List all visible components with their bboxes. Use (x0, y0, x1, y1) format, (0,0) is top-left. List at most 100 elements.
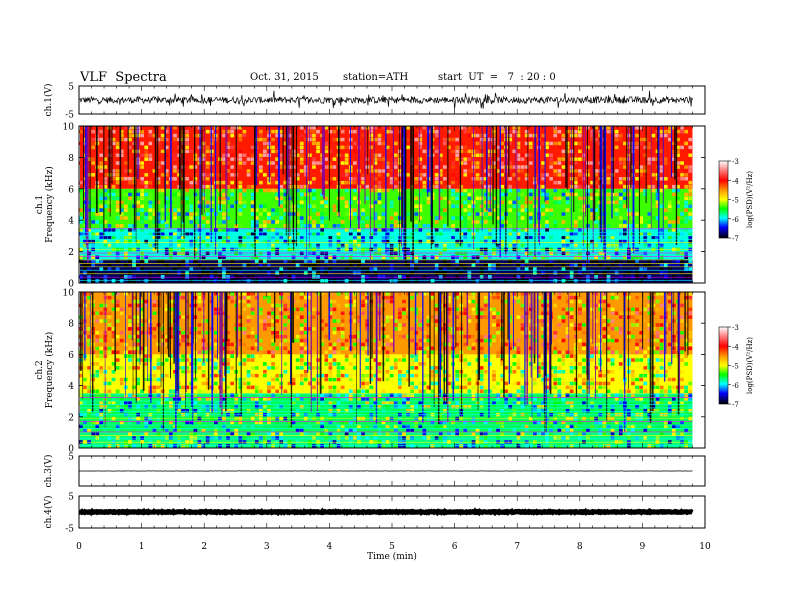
spectro-cell (177, 235, 181, 240)
spectro-cell (618, 224, 623, 228)
spectro-cell (263, 145, 267, 150)
spectro-cell (406, 377, 410, 382)
spectro-cell (688, 243, 693, 248)
spectro-cell (136, 259, 140, 263)
spectro-cell (549, 196, 553, 201)
spectro-cell (361, 267, 365, 271)
spectro-cell (377, 428, 382, 432)
spectro-cell (434, 184, 439, 189)
spectro-cell (246, 370, 251, 374)
spectro-cell (651, 173, 656, 177)
spectro-cell (369, 255, 374, 259)
spectro-cell (418, 161, 423, 165)
spectro-cell (214, 424, 218, 429)
spectro-cell (299, 220, 304, 224)
spectro-cell (83, 243, 87, 248)
spectro-cell (389, 428, 394, 432)
spectro-cell (377, 362, 382, 366)
spectro-cell (344, 292, 349, 296)
spectro-cell (614, 145, 619, 150)
spectro-cell (201, 370, 206, 374)
spectro-cell (320, 424, 324, 429)
spectro-cell (623, 232, 627, 236)
spectro-cell (189, 220, 194, 224)
spectro-cell (586, 204, 590, 208)
spectro-cell (573, 180, 578, 185)
spectro-cell (422, 381, 427, 386)
spectro-cell (381, 126, 386, 130)
spectro-cell (316, 366, 320, 370)
spectro-cell (582, 208, 586, 212)
spectro-cell (369, 295, 374, 300)
spectro-cell (267, 303, 271, 308)
spectro-cell (308, 133, 312, 138)
spectro-cell (410, 362, 414, 366)
spectro-cell (586, 259, 590, 263)
spectro-cell (647, 255, 652, 259)
spectro-cell (676, 145, 680, 150)
spectro-cell (488, 255, 492, 259)
spectro-cell (83, 255, 87, 259)
spectro-cell (684, 137, 688, 142)
spectro-cell (483, 133, 488, 138)
spectro-cell (193, 377, 198, 382)
spectro-cell (250, 315, 255, 319)
spectro-cell (353, 196, 357, 201)
spectro-cell (263, 436, 267, 440)
spectro-cell (99, 424, 104, 429)
spectro-cell (226, 342, 230, 347)
spectro-cell (328, 299, 333, 304)
spectro-cell (185, 200, 189, 205)
spectro-cell (254, 373, 259, 378)
spectro-cell (242, 153, 247, 157)
spectro-cell (504, 401, 508, 405)
spectro-cell (667, 204, 672, 208)
spectro-cell (226, 208, 230, 212)
spectro-cell (160, 188, 165, 193)
spectro-cell (410, 259, 414, 263)
spectro-cell (361, 338, 365, 343)
spectro-cell (492, 196, 496, 201)
spectro-cell (148, 232, 153, 236)
spectro-cell (357, 315, 361, 319)
spectro-cell (586, 224, 590, 228)
spectro-cell (95, 436, 100, 440)
spectro-cell (148, 129, 153, 134)
spectro-cell (373, 161, 378, 165)
spectro-cell (226, 295, 230, 300)
spectro-cell (185, 188, 189, 193)
spectro-cell (578, 141, 582, 146)
spectro-cell (111, 149, 116, 154)
spectro-cell (193, 157, 198, 161)
spectro-cell (275, 220, 279, 224)
spectro-cell (659, 271, 664, 275)
spectro-cell (438, 420, 443, 425)
spectro-cell (471, 342, 476, 347)
spectro-cell (418, 129, 423, 134)
spectro-cell (618, 133, 623, 138)
spectro-cell (144, 405, 149, 409)
spectro-cell (422, 436, 427, 440)
spectro-cell (152, 184, 157, 189)
spectro-cell (385, 358, 390, 362)
spectro-cell (430, 346, 435, 351)
spectro-cell (295, 358, 300, 362)
spectro-cell (422, 292, 427, 296)
spectro-cell (332, 315, 337, 319)
spectro-cell (688, 192, 693, 197)
spectro-cell (312, 350, 316, 354)
spectro-cell (144, 153, 149, 157)
spectro-cell (115, 303, 120, 308)
spectro-cell (402, 377, 406, 382)
spectro-cell (369, 232, 374, 236)
spectro-cell (512, 354, 517, 358)
spectro-cell (201, 373, 206, 378)
spectro-cell (312, 259, 316, 263)
spectro-cell (152, 366, 157, 370)
spectro-cell (136, 405, 140, 409)
spectro-cell (238, 436, 243, 440)
spectro-cell (414, 342, 419, 347)
spectro-cell (271, 145, 275, 150)
spectro-cell (303, 224, 308, 228)
spectro-cell (381, 145, 386, 150)
